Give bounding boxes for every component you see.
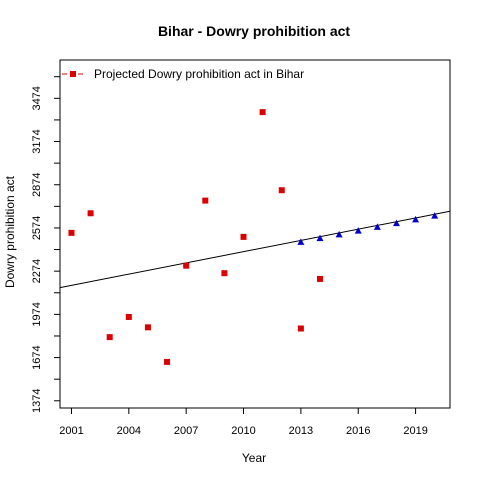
legend-marker bbox=[70, 71, 76, 77]
projected-point bbox=[431, 212, 439, 219]
x-axis-label: Year bbox=[242, 451, 266, 465]
observed-point bbox=[202, 197, 209, 204]
y-tick-label: 1974 bbox=[31, 302, 43, 326]
observed-point bbox=[183, 262, 190, 269]
y-tick-label: 1674 bbox=[31, 345, 43, 369]
x-tick-label: 2001 bbox=[59, 425, 83, 437]
observed-point bbox=[259, 109, 266, 116]
x-tick-label: 2016 bbox=[346, 425, 370, 437]
observed-point bbox=[317, 275, 323, 282]
trend-layer bbox=[59, 210, 451, 289]
trend-line bbox=[59, 210, 451, 289]
legend: Projected Dowry prohibition act in Bihar bbox=[62, 67, 304, 81]
x-tick-label: 2010 bbox=[231, 425, 255, 437]
observed-point bbox=[87, 210, 94, 217]
projected-point bbox=[335, 230, 343, 238]
y-axis: 1374 1674 1974 2274 2574 2874 3174 3474 bbox=[31, 76, 60, 413]
observed-point bbox=[297, 325, 304, 332]
legend-label: Projected Dowry prohibition act in Bihar bbox=[94, 67, 304, 81]
observed-point bbox=[278, 187, 285, 194]
x-axis: 2001 2004 2007 2010 2013 2016 2019 bbox=[59, 408, 428, 437]
observed-point bbox=[68, 229, 75, 236]
y-tick-label: 2574 bbox=[31, 216, 43, 240]
observed-point bbox=[144, 324, 151, 331]
x-tick-label: 2013 bbox=[289, 425, 313, 437]
plot-frame bbox=[59, 59, 451, 409]
projected-point bbox=[316, 234, 324, 242]
y-tick-label: 3174 bbox=[31, 129, 43, 153]
observed-point bbox=[164, 358, 171, 365]
y-tick-label: 2874 bbox=[31, 172, 43, 196]
points-layer bbox=[68, 109, 439, 365]
x-tick-label: 2004 bbox=[117, 425, 141, 437]
y-axis-label: Dowry prohibition act bbox=[3, 175, 17, 288]
projected-point bbox=[354, 227, 362, 234]
x-tick-label: 2007 bbox=[174, 425, 198, 437]
x-tick-label: 2019 bbox=[403, 425, 427, 437]
y-tick-label: 2274 bbox=[31, 259, 43, 283]
y-tick-label: 1374 bbox=[31, 389, 43, 413]
chart-title: Bihar - Dowry prohibition act bbox=[158, 23, 350, 39]
projected-point bbox=[412, 215, 420, 223]
projected-point bbox=[373, 223, 381, 230]
observed-point bbox=[240, 233, 247, 240]
observed-point bbox=[221, 270, 228, 277]
projected-point bbox=[392, 219, 400, 227]
y-tick-label: 3474 bbox=[31, 86, 43, 110]
observed-point bbox=[106, 334, 113, 341]
projected-point bbox=[297, 238, 305, 245]
observed-point bbox=[125, 313, 132, 320]
